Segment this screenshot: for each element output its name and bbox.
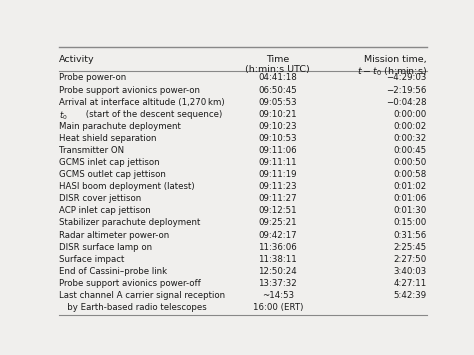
- Text: $t_0$: $t_0$: [59, 110, 68, 122]
- Text: 0:01:02: 0:01:02: [393, 182, 427, 191]
- Text: Arrival at interface altitude (1,270 km): Arrival at interface altitude (1,270 km): [59, 98, 225, 106]
- Text: 4:27:11: 4:27:11: [393, 279, 427, 288]
- Text: 09:10:53: 09:10:53: [258, 134, 297, 143]
- Text: Time: Time: [266, 55, 290, 64]
- Text: Probe support avionics power-off: Probe support avionics power-off: [59, 279, 201, 288]
- Text: Probe support avionics power-on: Probe support avionics power-on: [59, 86, 200, 94]
- Text: 13:37:32: 13:37:32: [258, 279, 297, 288]
- Text: 06:50:45: 06:50:45: [258, 86, 297, 94]
- Text: 0:01:06: 0:01:06: [393, 194, 427, 203]
- Text: 11:36:06: 11:36:06: [258, 242, 297, 252]
- Text: (h:min:s UTC): (h:min:s UTC): [246, 65, 310, 74]
- Text: 09:42:17: 09:42:17: [258, 230, 297, 240]
- Text: 09:11:23: 09:11:23: [258, 182, 297, 191]
- Text: 12:50:24: 12:50:24: [258, 267, 297, 276]
- Text: Mission time,: Mission time,: [364, 55, 427, 64]
- Text: 09:11:06: 09:11:06: [258, 146, 297, 155]
- Text: Probe power-on: Probe power-on: [59, 73, 127, 82]
- Text: 09:11:11: 09:11:11: [258, 158, 297, 167]
- Text: 0:00:58: 0:00:58: [393, 170, 427, 179]
- Text: ~14:53: ~14:53: [262, 291, 294, 300]
- Text: 2:27:50: 2:27:50: [393, 255, 427, 264]
- Text: 09:25:21: 09:25:21: [258, 218, 297, 228]
- Text: 0:00:50: 0:00:50: [393, 158, 427, 167]
- Text: 2:25:45: 2:25:45: [393, 242, 427, 252]
- Text: DISR cover jettison: DISR cover jettison: [59, 194, 142, 203]
- Text: 0:00:02: 0:00:02: [393, 122, 427, 131]
- Text: Radar altimeter power-on: Radar altimeter power-on: [59, 230, 170, 240]
- Text: 5:42:39: 5:42:39: [393, 291, 427, 300]
- Text: 0:00:32: 0:00:32: [393, 134, 427, 143]
- Text: by Earth-based radio telescopes: by Earth-based radio telescopes: [59, 303, 207, 312]
- Text: −4:29:03: −4:29:03: [386, 73, 427, 82]
- Text: 09:11:27: 09:11:27: [258, 194, 297, 203]
- Text: HASI boom deployment (latest): HASI boom deployment (latest): [59, 182, 195, 191]
- Text: 0:00:00: 0:00:00: [393, 110, 427, 119]
- Text: 11:38:11: 11:38:11: [258, 255, 297, 264]
- Text: (start of the descent sequence): (start of the descent sequence): [83, 110, 222, 119]
- Text: Transmitter ON: Transmitter ON: [59, 146, 124, 155]
- Text: 09:10:21: 09:10:21: [258, 110, 297, 119]
- Text: Main parachute deployment: Main parachute deployment: [59, 122, 181, 131]
- Text: 0:00:45: 0:00:45: [393, 146, 427, 155]
- Text: 16:00 (ERT): 16:00 (ERT): [253, 303, 303, 312]
- Text: GCMS inlet cap jettison: GCMS inlet cap jettison: [59, 158, 160, 167]
- Text: 0:15:00: 0:15:00: [393, 218, 427, 228]
- Text: 04:41:18: 04:41:18: [258, 73, 297, 82]
- Text: −2:19:56: −2:19:56: [386, 86, 427, 94]
- Text: −0:04:28: −0:04:28: [386, 98, 427, 106]
- Text: 09:10:23: 09:10:23: [258, 122, 297, 131]
- Text: 09:05:53: 09:05:53: [258, 98, 297, 106]
- Text: 09:11:19: 09:11:19: [259, 170, 297, 179]
- Text: End of Cassini–probe link: End of Cassini–probe link: [59, 267, 167, 276]
- Text: $t - t_0$ (h:min:s): $t - t_0$ (h:min:s): [356, 65, 427, 77]
- Text: Last channel A carrier signal reception: Last channel A carrier signal reception: [59, 291, 225, 300]
- Text: Activity: Activity: [59, 55, 95, 64]
- Text: GCMS outlet cap jettison: GCMS outlet cap jettison: [59, 170, 166, 179]
- Text: Surface impact: Surface impact: [59, 255, 125, 264]
- Text: DISR surface lamp on: DISR surface lamp on: [59, 242, 152, 252]
- Text: 3:40:03: 3:40:03: [393, 267, 427, 276]
- Text: 0:31:56: 0:31:56: [393, 230, 427, 240]
- Text: Heat shield separation: Heat shield separation: [59, 134, 157, 143]
- Text: ACP inlet cap jettison: ACP inlet cap jettison: [59, 206, 151, 215]
- Text: 0:01:30: 0:01:30: [393, 206, 427, 215]
- Text: Stabilizer parachute deployment: Stabilizer parachute deployment: [59, 218, 201, 228]
- Text: 09:12:51: 09:12:51: [258, 206, 297, 215]
